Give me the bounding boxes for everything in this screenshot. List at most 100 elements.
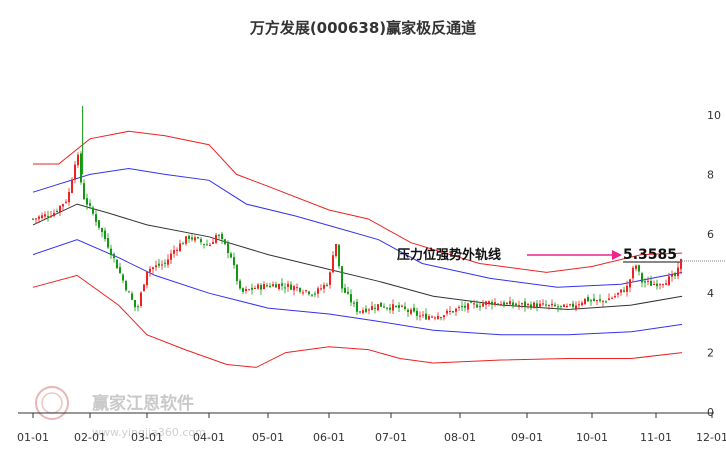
candle-up [626,285,628,292]
candle-up [65,201,67,203]
candle-down [101,228,103,232]
candle-down [164,262,166,264]
candle-up [635,265,637,269]
candle-up [581,302,583,306]
candle-up [668,276,670,285]
candle-up [50,216,52,218]
candle-up [401,305,403,307]
candle-up [248,289,250,291]
x-tick-label: 06-01 [313,431,345,444]
candle-up [287,283,289,287]
candle-up [332,255,334,273]
candle-down [350,294,352,303]
candle-up [245,289,247,291]
candle-up [410,309,412,314]
candlesticks [32,106,682,321]
candle-down [230,253,232,258]
candle-down [116,259,118,269]
candle-down [395,305,397,307]
candle-up [575,305,577,309]
candle-down [389,307,391,310]
candle-up [392,304,394,311]
candle-down [557,306,559,308]
candle-up [278,284,280,289]
candle-down [341,266,343,289]
candle-up [209,244,211,247]
candle-up [149,268,151,272]
candle-down [56,211,58,212]
candle-up [659,284,661,286]
candle-up [335,244,337,256]
candle-down [125,281,127,291]
candle-up [488,301,490,304]
candle-up [596,300,598,302]
candle-up [263,284,265,289]
candle-up [185,236,187,244]
candle-down [227,243,229,253]
candle-down [275,284,277,288]
candle-up [467,303,469,310]
candle-up [305,290,307,292]
candle-down [251,287,253,290]
candle-up [419,315,421,317]
candle-up [74,164,76,180]
candle-down [515,303,517,306]
candle-down [242,288,244,292]
candle-up [548,305,550,306]
candle-up [482,303,484,307]
candle-up [155,265,157,268]
candle-down [233,257,235,266]
candle-up [215,234,217,243]
candle-down [386,307,388,309]
candle-down [86,198,88,205]
candle-down [32,218,34,220]
candle-down [104,230,106,239]
candle-up [422,314,424,316]
x-tick-label: 12-01 [696,431,726,444]
candle-up [320,288,322,290]
x-tick-label: 03-01 [131,431,163,444]
candle-up [437,315,439,319]
candle-up [257,284,259,289]
x-tick-label: 01-01 [17,431,49,444]
candle-up [35,218,37,220]
band-middle [32,203,683,311]
candle-up [434,317,436,319]
candle-up [170,253,172,260]
candle-up [38,216,40,219]
candle-down [650,280,652,286]
candle-up [629,279,631,288]
candle-up [68,192,70,203]
candle-up [428,316,430,320]
candle-down [347,291,349,294]
candle-down [356,301,358,312]
candle-up [368,309,370,311]
candle-up [677,267,679,277]
candle-up [620,289,622,293]
candle-down [560,305,562,307]
candle-down [404,306,406,309]
candle-up [647,280,649,282]
candle-up [53,212,55,216]
candle-down [191,237,193,240]
candle-up [518,305,520,306]
candle-down [623,290,625,292]
candle-up [161,264,163,266]
candle-down [197,237,199,239]
candle-down [203,243,205,245]
candle-down [599,299,601,301]
candle-down [641,273,643,283]
x-tick-label: 09-01 [511,431,543,444]
candle-down [344,287,346,293]
candle-down [182,243,184,245]
candle-up [194,237,196,241]
candle-down [131,293,133,300]
candle-up [602,300,604,302]
candle-down [656,283,658,287]
candle-up [584,298,586,304]
candle-down [674,273,676,276]
candle-up [77,154,79,166]
candle-down [440,317,442,319]
y-tick-label: 10 [707,109,721,122]
candle-up [521,303,523,305]
